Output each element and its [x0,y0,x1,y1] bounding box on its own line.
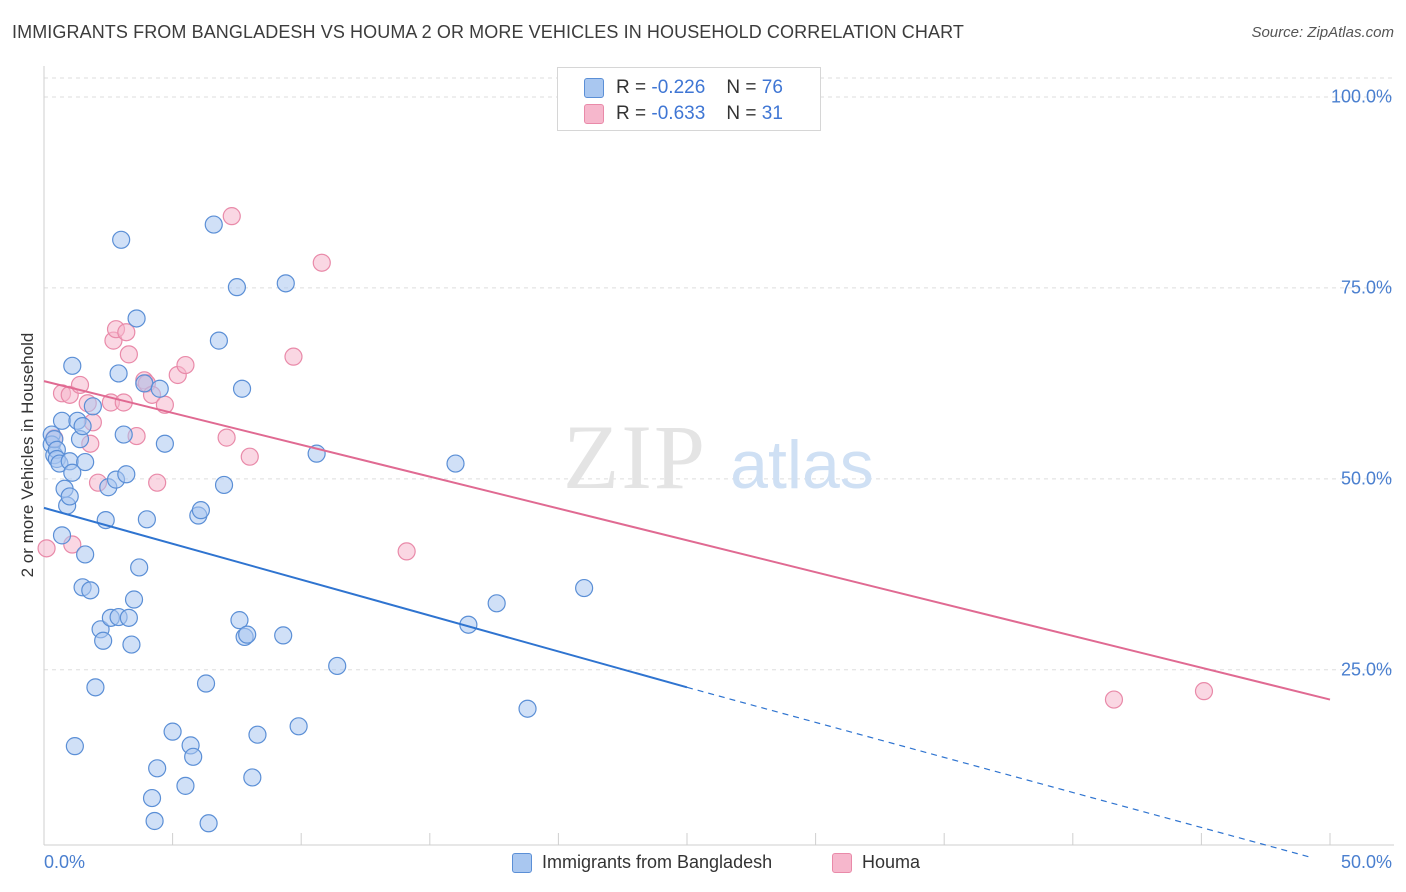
n-label: N = [726,103,757,124]
bangladesh-point [148,759,167,778]
bangladesh-point [122,635,141,654]
bangladesh-point [227,278,246,297]
n-value-bangladesh: 76 [761,77,783,98]
bangladesh-point [238,625,257,644]
bangladesh-point [209,331,228,350]
houma-point [37,539,56,558]
bangladesh-point [130,558,149,577]
stats-legend: R = -0.226 N = 76 R = -0.633 N = 31 [557,67,821,131]
houma-point [176,355,195,375]
bangladesh-point [86,678,105,697]
houma-point [1194,682,1214,701]
bangladesh-point [230,611,249,630]
bangladesh-point [94,631,113,650]
bangladesh-point [124,590,144,609]
bangladesh-point [276,274,295,293]
bangladesh-point [135,374,154,393]
bangladesh-point [142,788,162,808]
bangladesh-point [214,475,234,495]
y-tick-label: 100.0% [1330,86,1392,107]
bangladesh-point [163,722,182,741]
bangladesh-point [243,768,262,787]
houma-point [217,428,236,447]
bangladesh-point [76,545,95,564]
bangladesh-point [60,487,79,506]
bangladesh-point [575,578,594,598]
bangladesh-point [232,379,252,398]
bangladesh-point [63,356,82,375]
bangladesh-point [155,434,174,453]
legend-label-bangladesh: Immigrants from Bangladesh [542,852,773,872]
bangladesh-point [127,309,146,328]
bangladesh-point [114,425,133,444]
bangladesh-point [145,811,164,831]
bangladesh-point [204,215,223,234]
houma-point [148,473,167,492]
y-axis-label: 2 or more Vehicles in Household [18,332,37,578]
bangladesh-point [52,411,72,430]
blue-swatch-icon [584,78,604,98]
y-tick-label: 50.0% [1340,468,1392,489]
n-value-houma: 31 [761,103,783,124]
bangladesh-point [184,747,203,766]
bangladesh-point [487,594,506,613]
bangladesh-trend-line [43,506,688,689]
r-value-houma: -0.633 [651,103,706,124]
bangladesh-point [83,397,102,416]
legend-label-houma: Houma [862,852,921,872]
bangladesh-point [137,510,156,529]
houma-trend-line [43,380,1331,701]
pink-swatch-icon [584,104,604,124]
houma-point [117,323,136,342]
bangladesh-point [248,725,267,744]
bangladesh-point [518,699,537,718]
bangladesh-point [63,463,82,482]
bangladesh-point [73,417,92,436]
bangladesh-point [109,364,128,383]
houma-point [397,542,416,561]
x-tick-label-max: 50.0% [1340,852,1392,872]
source-credit: Source: ZipAtlas.com [1251,24,1394,41]
houma-point [1104,690,1124,709]
watermark-zip: ZIP [563,406,707,508]
series-legend: Immigrants from Bangladesh Houma [0,852,1406,878]
bangladesh-point [289,717,308,736]
bangladesh-point [81,581,100,600]
bangladesh-point [196,674,216,693]
r-label: R = [616,77,647,98]
bangladesh-point [176,776,195,795]
houma-point [222,207,241,226]
houma-point [240,447,259,466]
y-tick-label: 75.0% [1340,277,1392,298]
pink-swatch-icon [832,853,852,873]
bangladesh-point [117,465,136,484]
bangladesh-point [446,454,465,473]
bangladesh-point [199,814,218,833]
r-label: R = [616,103,647,124]
r-value-bangladesh: -0.226 [651,77,706,98]
houma-point [312,253,331,272]
y-tick-label: 25.0% [1340,659,1392,680]
n-label: N = [726,77,757,98]
bangladesh-point [191,501,210,520]
bangladesh-point [112,230,131,249]
bangladesh-point [274,626,293,645]
bangladesh-point [52,526,72,545]
bangladesh-point [328,656,347,676]
chart-title: IMMIGRANTS FROM BANGLADESH VS HOUMA 2 OR… [12,22,964,42]
houma-point [284,347,303,366]
bangladesh-point [150,379,169,398]
bangladesh-point [119,608,138,627]
bangladesh-point [65,737,84,756]
blue-swatch-icon [512,853,532,873]
watermark: ZIP atlas [563,406,874,508]
bangladesh-trend-extension [686,686,1313,859]
bangladesh-point [76,452,95,472]
watermark-atlas: atlas [730,427,874,503]
x-tick-label-min: 0.0% [44,852,86,872]
houma-point [119,345,138,364]
